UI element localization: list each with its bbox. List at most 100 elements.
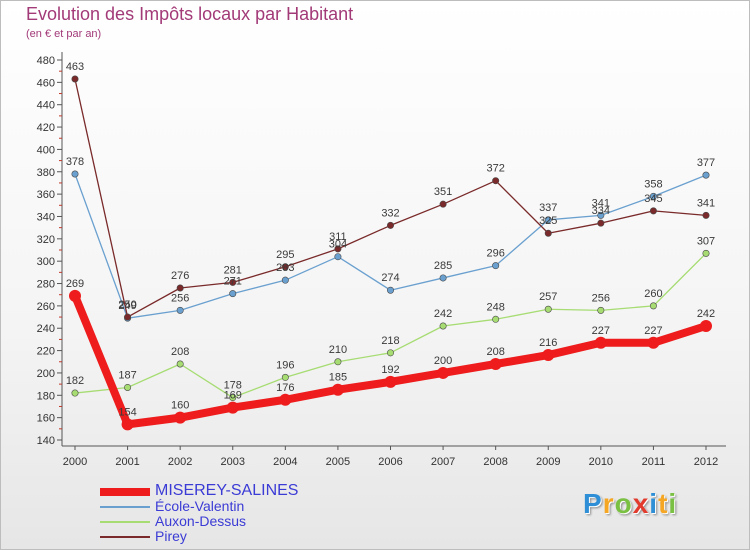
data-label: 196	[276, 359, 294, 371]
y-tick-label: 360	[37, 189, 55, 201]
data-label: 341	[592, 197, 610, 209]
data-point	[176, 284, 184, 292]
data-point	[71, 75, 79, 83]
data-point	[174, 411, 187, 424]
data-label: 325	[539, 215, 557, 227]
data-label: 176	[276, 382, 294, 394]
x-tick-label: 2005	[326, 456, 350, 468]
data-label: 154	[118, 406, 136, 418]
data-point	[229, 278, 237, 286]
chart-subtitle: (en € et par an)	[26, 28, 102, 40]
x-tick-label: 2006	[378, 456, 402, 468]
data-point	[439, 200, 447, 208]
x-tick-label: 2012	[694, 456, 718, 468]
data-point	[176, 306, 184, 314]
data-point	[386, 286, 394, 294]
data-label: 248	[486, 301, 504, 313]
y-tick-label: 420	[37, 122, 55, 134]
legend-label: MISEREY-SALINES	[155, 482, 299, 499]
y-tick-label: 160	[37, 413, 55, 425]
series-line	[74, 173, 707, 319]
data-point	[176, 360, 184, 368]
data-label: 256	[171, 292, 189, 304]
legend-label: Pirey	[155, 528, 187, 544]
x-tick-label: 2003	[221, 456, 245, 468]
data-point	[334, 253, 342, 261]
data-label: 358	[644, 178, 662, 190]
data-label: 345	[644, 193, 662, 205]
legend-swatch	[100, 521, 150, 523]
y-tick-label: 460	[37, 77, 55, 89]
data-label: 271	[224, 276, 242, 288]
series-line	[71, 291, 710, 429]
data-label: 216	[539, 337, 557, 349]
data-label: 274	[381, 272, 399, 284]
series-ecole-valentin	[71, 170, 710, 322]
data-label: 276	[171, 270, 189, 282]
data-label: 208	[486, 346, 504, 358]
data-point	[334, 245, 342, 253]
data-point	[439, 322, 447, 330]
data-point	[700, 320, 712, 332]
x-tick-label: 2009	[536, 456, 560, 468]
data-point	[121, 418, 134, 431]
data-label: 311	[329, 231, 347, 243]
data-label: 242	[697, 308, 715, 320]
data-label: 304	[329, 239, 347, 251]
data-point	[124, 313, 132, 321]
x-tick-label: 2002	[168, 456, 192, 468]
data-point	[492, 262, 500, 270]
data-label: 260	[644, 288, 662, 300]
y-tick-label: 260	[37, 301, 55, 313]
data-point	[279, 393, 292, 406]
legend-swatch	[100, 488, 150, 496]
data-label: 169	[224, 390, 242, 402]
legend-label: Auxon-Dessus	[155, 513, 247, 529]
data-label: 377	[697, 157, 715, 169]
data-label: 178	[224, 380, 242, 392]
series-miserey-salines	[69, 289, 712, 431]
data-label: 182	[66, 375, 84, 387]
y-tick-label: 400	[37, 144, 55, 156]
data-point	[386, 221, 394, 229]
data-point	[439, 274, 447, 282]
series-pirey	[71, 75, 710, 321]
y-tick-label: 480	[37, 55, 55, 67]
data-label: 256	[592, 292, 610, 304]
chart-title: Evolution des Impôts locaux par Habitant	[26, 4, 354, 24]
data-label: 227	[592, 325, 610, 337]
data-label: 160	[171, 400, 189, 412]
y-tick-label: 140	[37, 435, 55, 447]
data-point	[544, 229, 552, 237]
data-point	[649, 207, 657, 215]
data-point	[384, 375, 397, 388]
data-point	[649, 302, 657, 310]
data-label: 269	[66, 278, 84, 290]
y-tick-label: 180	[37, 390, 55, 402]
data-point	[649, 192, 657, 200]
legend-swatch	[100, 536, 150, 538]
data-label: 218	[381, 335, 399, 347]
data-label: 208	[171, 346, 189, 358]
y-tick-label: 320	[37, 234, 55, 246]
data-point	[544, 216, 552, 224]
data-point	[124, 383, 132, 391]
data-label: 285	[434, 260, 452, 272]
data-point	[437, 366, 450, 379]
data-point	[386, 349, 394, 357]
data-point	[702, 211, 710, 219]
x-tick-label: 2011	[642, 456, 666, 468]
data-label: 337	[539, 202, 557, 214]
data-point	[281, 276, 289, 284]
data-point	[702, 171, 710, 179]
data-point	[492, 177, 500, 185]
data-point	[229, 290, 237, 298]
data-point	[71, 389, 79, 397]
data-label: 332	[381, 207, 399, 219]
data-label: 192	[381, 364, 399, 376]
data-label: 257	[539, 291, 557, 303]
logo-letter: x	[632, 488, 650, 519]
data-label: 351	[434, 186, 452, 198]
logo-letter: P	[583, 488, 603, 519]
